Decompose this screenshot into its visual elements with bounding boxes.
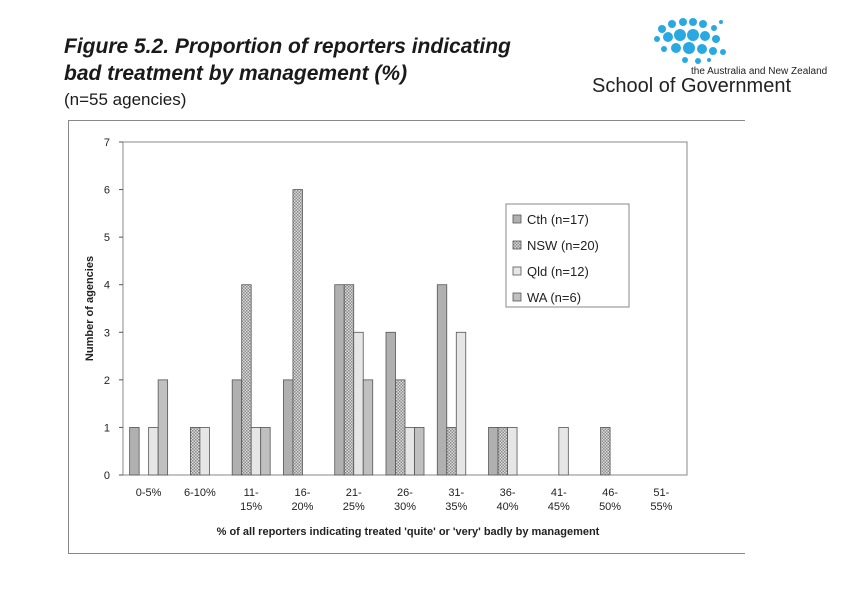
bar	[129, 427, 140, 476]
bar	[283, 379, 294, 476]
bar	[250, 427, 262, 476]
logo-dot	[671, 43, 681, 53]
school-logo: the Australia and New Zealand School of …	[590, 8, 840, 103]
x-tick-label: 46-50%	[599, 487, 621, 513]
bar	[507, 427, 518, 476]
logo-dot	[720, 49, 726, 55]
logo-dot	[719, 20, 723, 24]
logo-dot	[683, 42, 695, 54]
logo-dot	[658, 25, 666, 33]
x-tick-label: 31-35%	[445, 487, 467, 513]
logo-dots-icon	[654, 18, 726, 64]
logo-dot	[695, 58, 701, 64]
y-axis-title: Number of agencies	[84, 256, 96, 361]
bar	[455, 331, 467, 476]
legend-label: Cth (n=17)	[527, 212, 589, 227]
legend-swatch	[512, 214, 522, 224]
legend: Cth (n=17) NSW (n=20) Qld (n=12) WA (n=6)	[505, 203, 630, 308]
logo-dot	[707, 58, 711, 62]
bar	[157, 379, 169, 476]
bar	[404, 427, 415, 476]
y-tick-label: 7	[104, 137, 110, 149]
bar	[488, 427, 499, 476]
x-tick-label: 0-5%	[136, 487, 162, 499]
bar	[231, 379, 243, 476]
bar	[148, 427, 159, 476]
x-tick-label: 26-30%	[394, 487, 416, 513]
logo-dot	[709, 47, 717, 55]
logo-dot	[689, 18, 697, 26]
y-tick-label: 3	[104, 327, 110, 339]
y-tick-label: 0	[104, 470, 110, 482]
y-tick-label: 1	[104, 422, 110, 434]
logo-dot	[654, 36, 660, 42]
bar	[362, 379, 374, 476]
legend-swatch	[512, 266, 522, 276]
figure-title: Figure 5.2. Proportion of reporters indi…	[64, 33, 511, 87]
logo-dot	[699, 20, 707, 28]
logo-dot	[674, 29, 686, 41]
bar	[497, 427, 508, 476]
x-tick-label: 21-25%	[343, 487, 365, 513]
logo-dot	[679, 18, 687, 26]
bar	[241, 284, 252, 476]
logo-dot	[711, 25, 717, 31]
x-tick-label: 51-55%	[650, 487, 672, 513]
logo-dot	[697, 44, 707, 54]
bar	[558, 427, 569, 476]
bar	[385, 331, 396, 476]
bar	[190, 427, 201, 476]
figure-subtitle: (n=55 agencies)	[64, 90, 187, 109]
logo-dot	[687, 29, 699, 41]
x-tick-label: 11-15%	[240, 487, 262, 513]
logo-dot	[663, 32, 673, 42]
bar	[260, 427, 271, 476]
x-tick-label: 41-45%	[548, 487, 570, 513]
y-tick-label: 4	[104, 280, 110, 292]
bar	[334, 284, 345, 476]
figure-title-line-2: bad treatment by management (%)	[64, 62, 408, 85]
legend-swatch	[512, 240, 522, 250]
x-tick-label: 36-40%	[497, 487, 519, 513]
bar	[414, 427, 425, 476]
bar	[395, 379, 406, 476]
bar	[436, 284, 448, 476]
chart-frame: 0 1 2 3 4 5 6 7 Number of agencies 0-5% 6-10% 11-15…	[68, 120, 745, 554]
bar	[343, 284, 355, 476]
logo-tagline: the Australia and New Zealand	[691, 66, 828, 77]
x-tick-label: 6-10%	[184, 487, 216, 499]
legend-label: Qld (n=12)	[527, 264, 589, 279]
bar	[446, 427, 457, 476]
legend-box	[505, 203, 630, 308]
logo-dot	[668, 20, 676, 28]
x-axis-title: % of all reporters indicating treated 'q…	[217, 526, 600, 538]
bar-chart: 0 1 2 3 4 5 6 7 Number of agencies 0-5% 6-10% 11-15…	[84, 137, 688, 538]
y-tick-label: 6	[104, 185, 110, 197]
figure-title-line-1: Figure 5.2. Proportion of reporters indi…	[64, 35, 511, 58]
logo-dot	[700, 31, 710, 41]
logo-dot	[661, 46, 667, 52]
logo-dot	[712, 35, 720, 43]
legend-swatch	[512, 292, 522, 302]
logo-name: School of Government	[592, 75, 791, 97]
bar	[353, 331, 364, 476]
bar	[292, 189, 303, 476]
y-tick-label: 2	[104, 375, 110, 387]
legend-label: WA (n=6)	[527, 290, 581, 305]
y-tick-label: 5	[104, 232, 110, 244]
x-tick-label: 16-20%	[291, 487, 313, 513]
bar	[199, 427, 210, 476]
legend-label: NSW (n=20)	[527, 238, 599, 253]
logo-dot	[682, 57, 688, 63]
bar	[600, 427, 611, 476]
